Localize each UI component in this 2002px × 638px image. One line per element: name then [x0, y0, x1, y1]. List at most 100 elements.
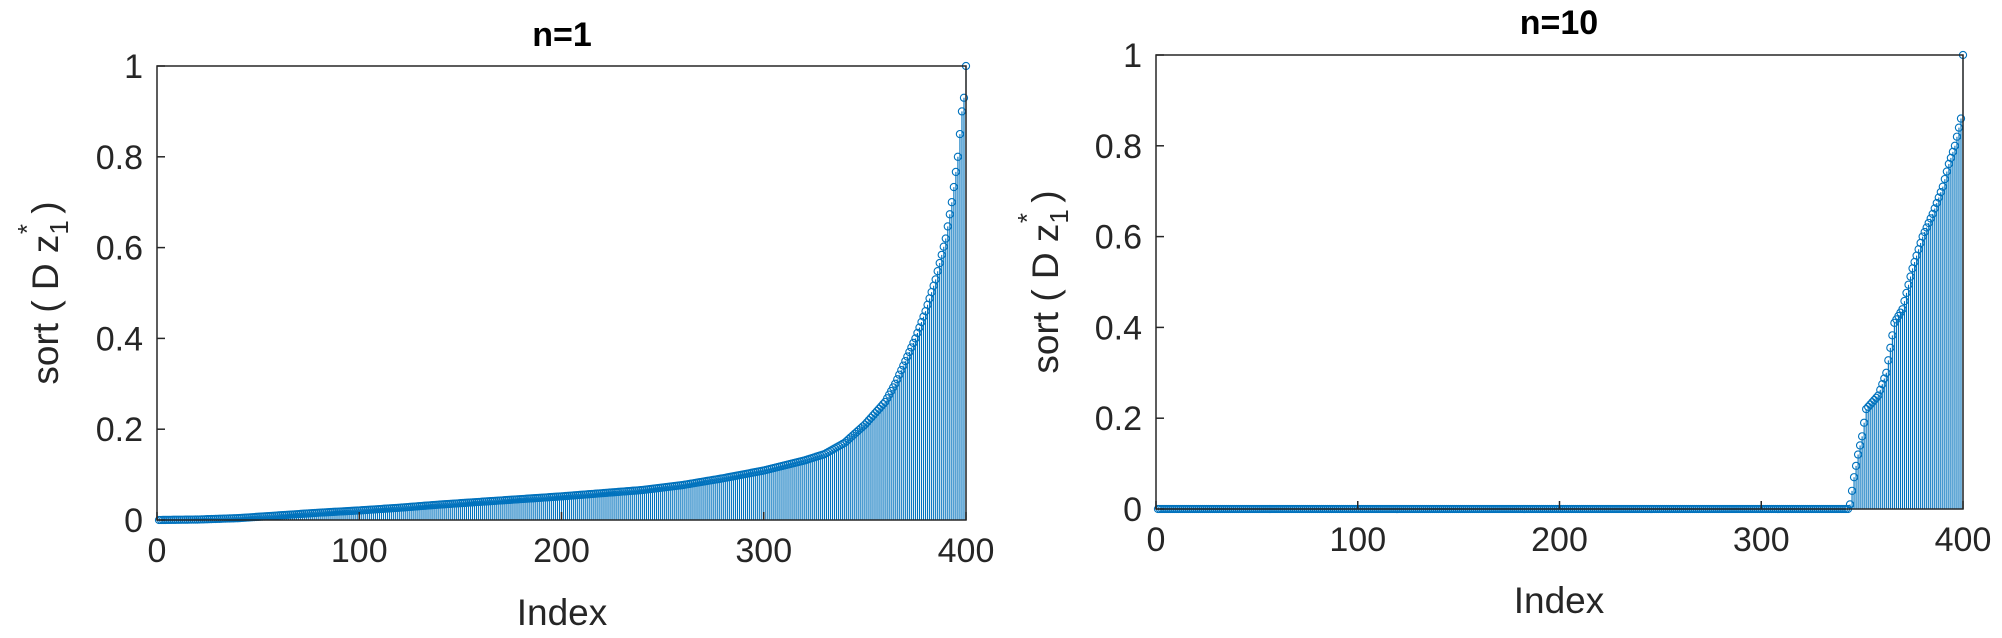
- stem-marker: [1920, 227, 1929, 237]
- stem-marker: [860, 420, 870, 429]
- stem-marker: [1853, 450, 1863, 459]
- chart-title: n=10: [1520, 4, 1598, 42]
- y-axis-label-base: sort ( D z: [25, 235, 66, 385]
- stem-marker: [893, 375, 902, 384]
- stem-marker: [903, 352, 912, 361]
- stem-marker: [1938, 182, 1947, 191]
- stem-marker: [901, 356, 910, 366]
- x-tick-label: 100: [331, 532, 388, 570]
- stem-marker: [1886, 343, 1895, 352]
- stem-marker: [1922, 223, 1931, 232]
- stem-marker: [1855, 441, 1865, 450]
- stem-marker: [836, 440, 845, 450]
- stem-marker: [919, 312, 928, 321]
- y-tick-label: 0.8: [1095, 128, 1142, 166]
- stem-marker: [907, 343, 916, 352]
- stem-marker: [832, 443, 841, 452]
- stem-marker: [897, 366, 906, 375]
- stem-marker: [872, 406, 882, 416]
- y-axis-label-close: ): [25, 201, 66, 224]
- stem-marker: [937, 250, 946, 260]
- y-tick-label: 1: [1123, 37, 1142, 75]
- stem-marker: [834, 442, 843, 451]
- y-tick-label: 0.2: [1095, 400, 1142, 438]
- stem-marker: [1942, 167, 1952, 176]
- stem-marker: [959, 93, 969, 102]
- x-axis-label: Index: [1514, 580, 1605, 621]
- stem-marker: [1918, 232, 1927, 241]
- y-axis-label-subscript: 1: [44, 220, 74, 234]
- y-tick-label: 0: [124, 502, 143, 540]
- stem-marker: [862, 418, 872, 427]
- stem-marker: [1904, 280, 1913, 289]
- stem-marker: [1898, 305, 1907, 314]
- y-axis-label-superscript: *: [12, 224, 42, 234]
- stem-marker: [915, 323, 924, 332]
- y-axis-label: sort ( D z1* ): [12, 201, 74, 384]
- stem-marker: [878, 400, 888, 409]
- x-tick-label: 0: [148, 532, 167, 570]
- stem-marker: [866, 413, 876, 422]
- axis-ticks: 0 100 200 300 400 0 0.2 0.4 0.6 0.8 1: [1095, 37, 1992, 559]
- y-tick-label: 1: [124, 48, 143, 86]
- stem-marker: [828, 445, 837, 454]
- stem-marker: [1936, 187, 1945, 197]
- stem-marker: [947, 198, 956, 207]
- chart-panel-n1: n=1 0 100 200 300 400 0 0.2 0.4 0.6 0.8 1 Index so…: [12, 16, 994, 633]
- stem-marker: [895, 370, 904, 379]
- stem-marker: [953, 152, 963, 161]
- stem-marker: [1900, 296, 1909, 306]
- stem-marker: [824, 447, 833, 457]
- y-axis-label-superscript: *: [1012, 213, 1042, 223]
- plot-area-frame: [1155, 54, 1964, 510]
- stem-marker: [1956, 114, 1966, 123]
- x-tick-label: 100: [1329, 521, 1386, 559]
- stem-marker: [935, 258, 944, 268]
- stem-marker: [822, 448, 831, 458]
- x-tick-label: 400: [1935, 521, 1992, 559]
- stem-marker: [1857, 432, 1867, 441]
- y-tick-label: 0: [1123, 491, 1142, 529]
- x-tick-label: 400: [938, 532, 995, 570]
- stem-marker: [864, 415, 874, 425]
- y-axis-label-subscript: 1: [1044, 209, 1074, 223]
- stem-marker: [1930, 204, 1939, 213]
- stem-marker: [1851, 461, 1861, 471]
- stem-marker: [1888, 331, 1897, 340]
- stem-marker: [1880, 374, 1889, 383]
- stem-marker: [1940, 174, 1949, 184]
- stem-marker: [1934, 193, 1943, 202]
- stem-marker: [945, 210, 954, 219]
- stem-marker: [868, 411, 878, 420]
- stem-marker: [891, 379, 900, 388]
- y-axis-label-base: sort ( D z: [1025, 224, 1066, 374]
- chart-panel-n10: n=10 0 100 200 300 400 0 0.2 0.4 0.6 0.8 1 Index s…: [1012, 4, 1991, 621]
- stem-marker: [826, 446, 835, 455]
- x-tick-label: 0: [1147, 521, 1166, 559]
- stem-marker: [941, 234, 950, 243]
- stem-marker: [1928, 209, 1937, 219]
- stem-marker: [955, 129, 965, 139]
- stem-marker: [1849, 473, 1859, 482]
- stem-marker: [931, 275, 940, 284]
- stem-marker: [870, 409, 880, 418]
- stem-marker: [1950, 141, 1960, 150]
- stem-marker: [1906, 272, 1915, 281]
- stem-marker: [943, 222, 952, 231]
- stem-marker: [1924, 218, 1933, 228]
- y-tick-label: 0.2: [96, 411, 143, 449]
- chart-title: n=1: [532, 16, 592, 54]
- stem-marker: [951, 167, 961, 177]
- stem-marker: [905, 347, 914, 357]
- stem-marker: [1874, 391, 1883, 400]
- stem-marker: [1882, 368, 1891, 377]
- stem-marker: [911, 334, 920, 343]
- stem-series: [154, 61, 971, 525]
- stem-marker: [876, 402, 886, 411]
- y-axis-label: sort ( D z1* ): [1012, 190, 1074, 373]
- stem-marker: [1952, 132, 1962, 141]
- y-tick-label: 0.4: [1095, 309, 1142, 347]
- x-tick-label: 200: [1531, 521, 1588, 559]
- x-axis-label: Index: [517, 592, 608, 633]
